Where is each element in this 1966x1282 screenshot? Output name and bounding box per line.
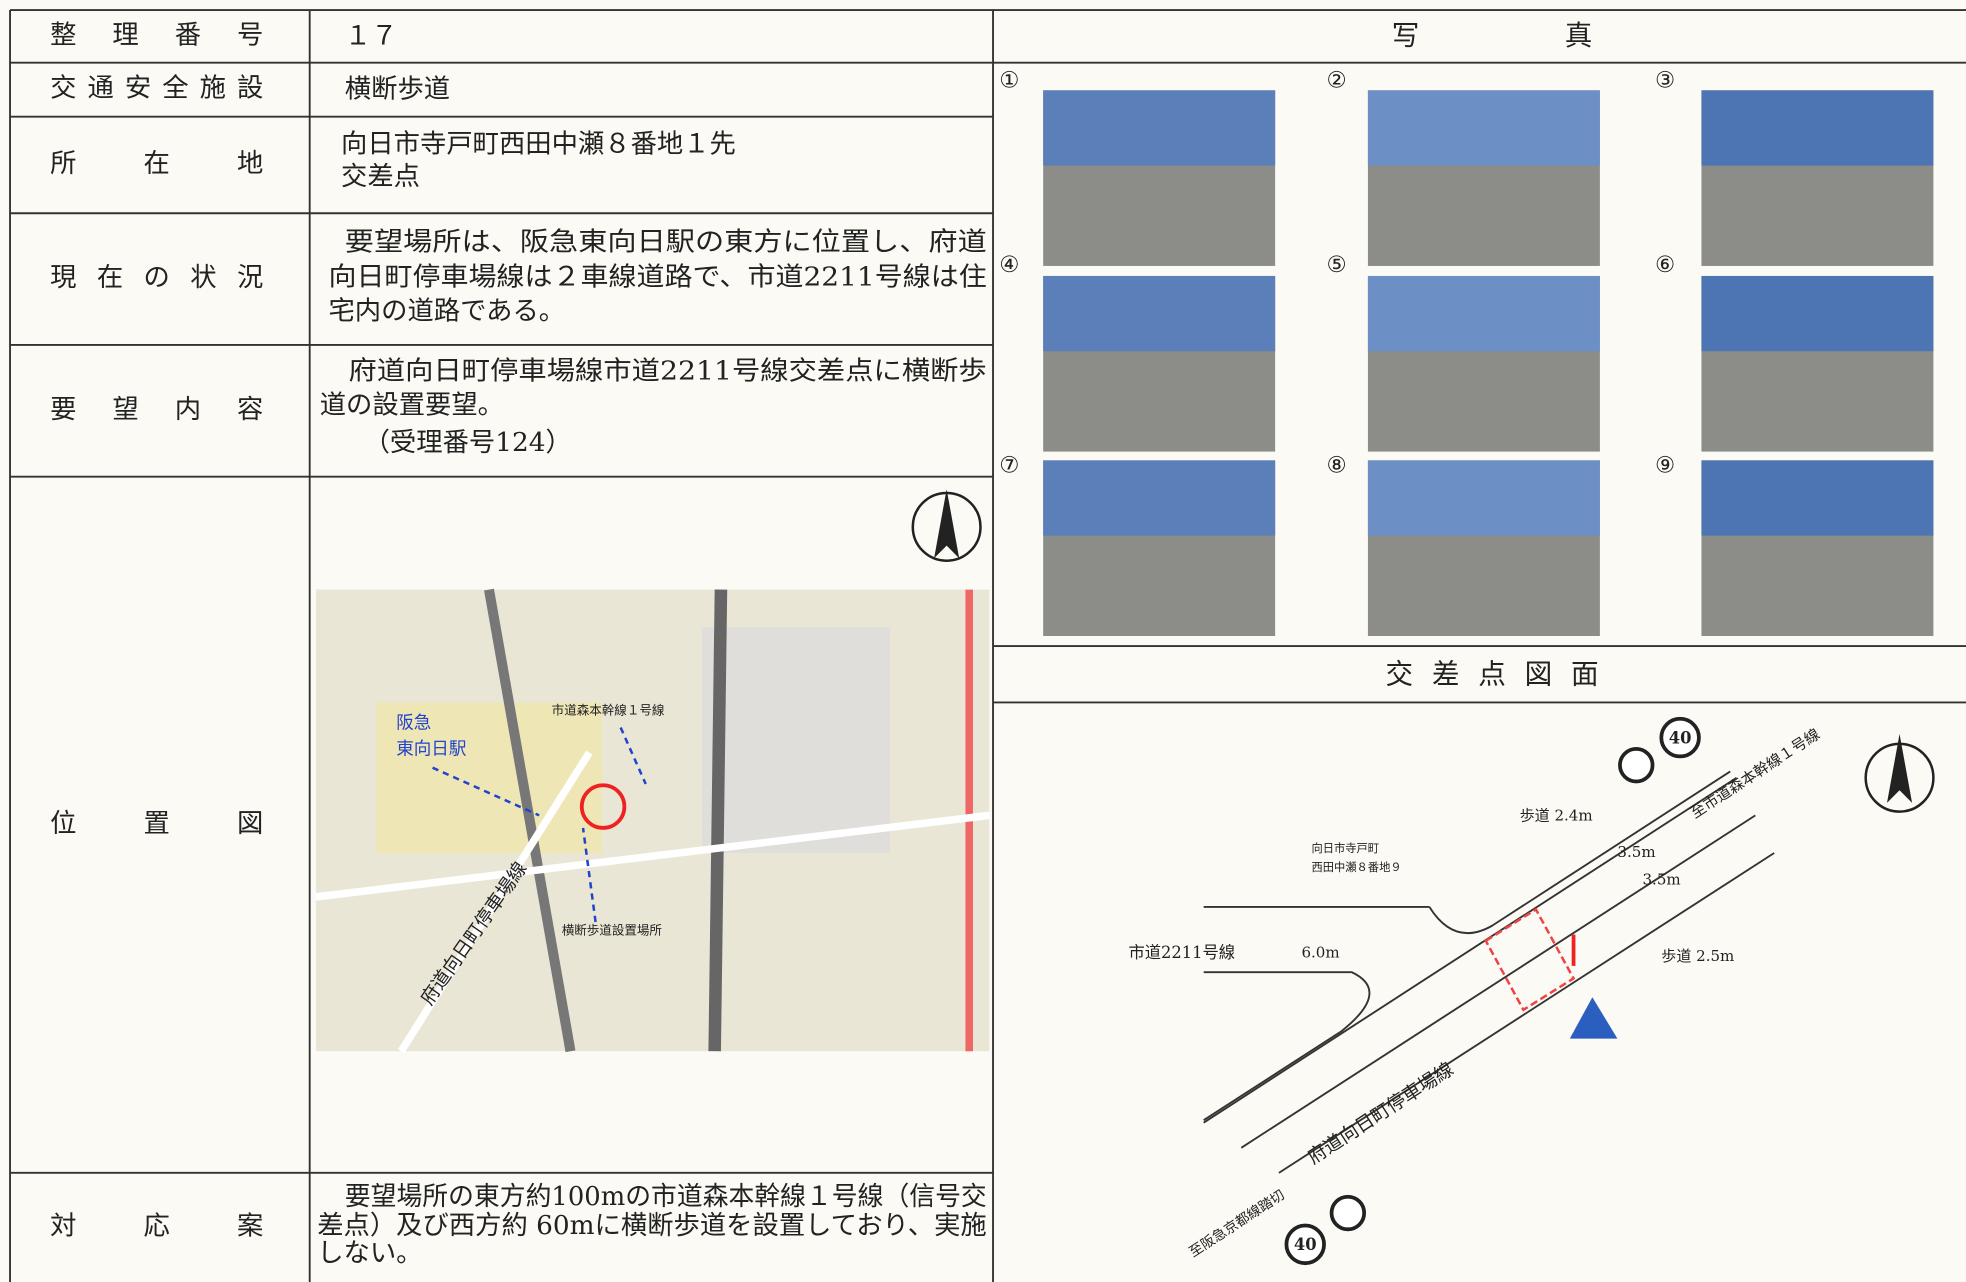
photo-number: ⑨	[1655, 453, 1675, 479]
photo-sky	[1367, 460, 1600, 536]
row-value: 差点）及び西方約 60mに横断歩道を設置しており、実施	[317, 1211, 987, 1241]
row-value: 要望場所の東方約100mの市道森本幹線１号線（信号交	[345, 1182, 987, 1212]
diagram-label: 歩道 2.5m	[1661, 947, 1734, 965]
location-map	[315, 588, 990, 1054]
north-arrow	[911, 489, 982, 562]
diagram-label: 3.5m	[1617, 843, 1655, 861]
row-value: 横断歩道	[345, 74, 450, 104]
photo-number: ③	[1655, 68, 1675, 94]
row-value: 要望場所は、阪急東向日駅の東方に位置し、府道	[345, 227, 987, 257]
map-label: 阪急	[396, 713, 431, 733]
photo-number: ①	[999, 68, 1019, 94]
photo-number: ⑦	[999, 453, 1019, 479]
photo-sky	[1701, 90, 1934, 166]
diagram-label: 6.0m	[1301, 943, 1339, 961]
no-entry-sign	[1329, 746, 1655, 1232]
photo-number: ⑥	[1655, 252, 1675, 278]
speed-label: 40	[1669, 728, 1692, 747]
photo-sky	[1367, 90, 1600, 166]
photo-sky	[1043, 90, 1276, 166]
map-label: 市道森本幹線１号線	[552, 703, 665, 718]
photo-sky	[1043, 460, 1276, 536]
row-value: 交差点	[341, 162, 420, 192]
photo-sky	[1367, 275, 1600, 352]
photo-number: ④	[999, 252, 1019, 278]
row-value: １７	[345, 22, 398, 52]
crosswalk	[1484, 907, 1576, 1012]
diagram-label: 市道2211号線	[1128, 943, 1235, 962]
photo-sky	[1701, 460, 1934, 536]
photo-number: ②	[1326, 68, 1346, 94]
photo-sky	[1701, 275, 1934, 352]
row-value: 向日町停車場線は２車線道路で、市道2211号線は住	[329, 262, 987, 292]
intersection-diagram	[1203, 770, 1775, 1174]
row-value: しない。	[317, 1238, 422, 1268]
crosswalk-sign	[1569, 997, 1618, 1039]
map-label: 東向日駅	[396, 740, 467, 760]
photo-number: ⑧	[1326, 453, 1346, 479]
speed-sign	[1284, 716, 1701, 1266]
row-value: 府道向日町停車場線市道2211号線交差点に横断歩	[349, 357, 987, 387]
diagram-label: 歩道 2.4m	[1520, 807, 1593, 825]
row-value: 向日市寺戸町西田中瀬８番地１先	[341, 130, 736, 160]
speed-label: 40	[1294, 1235, 1317, 1254]
diagram-label: 向日市寺戸町	[1312, 841, 1380, 855]
map-label: 横断歩道設置場所	[562, 922, 662, 937]
row-value: （受理番号124）	[364, 428, 572, 458]
row-value: 道の設置要望。	[320, 390, 504, 420]
row-value: 宅内の道路である。	[329, 296, 566, 326]
photo-sky	[1043, 275, 1276, 352]
diagram-label: 西田中瀬８番地９	[1312, 860, 1402, 874]
diagram-label: 3.5m	[1643, 871, 1681, 889]
photo-number: ⑤	[1326, 252, 1346, 278]
north-arrow	[1864, 733, 1935, 813]
frame	[9, 9, 1966, 1282]
